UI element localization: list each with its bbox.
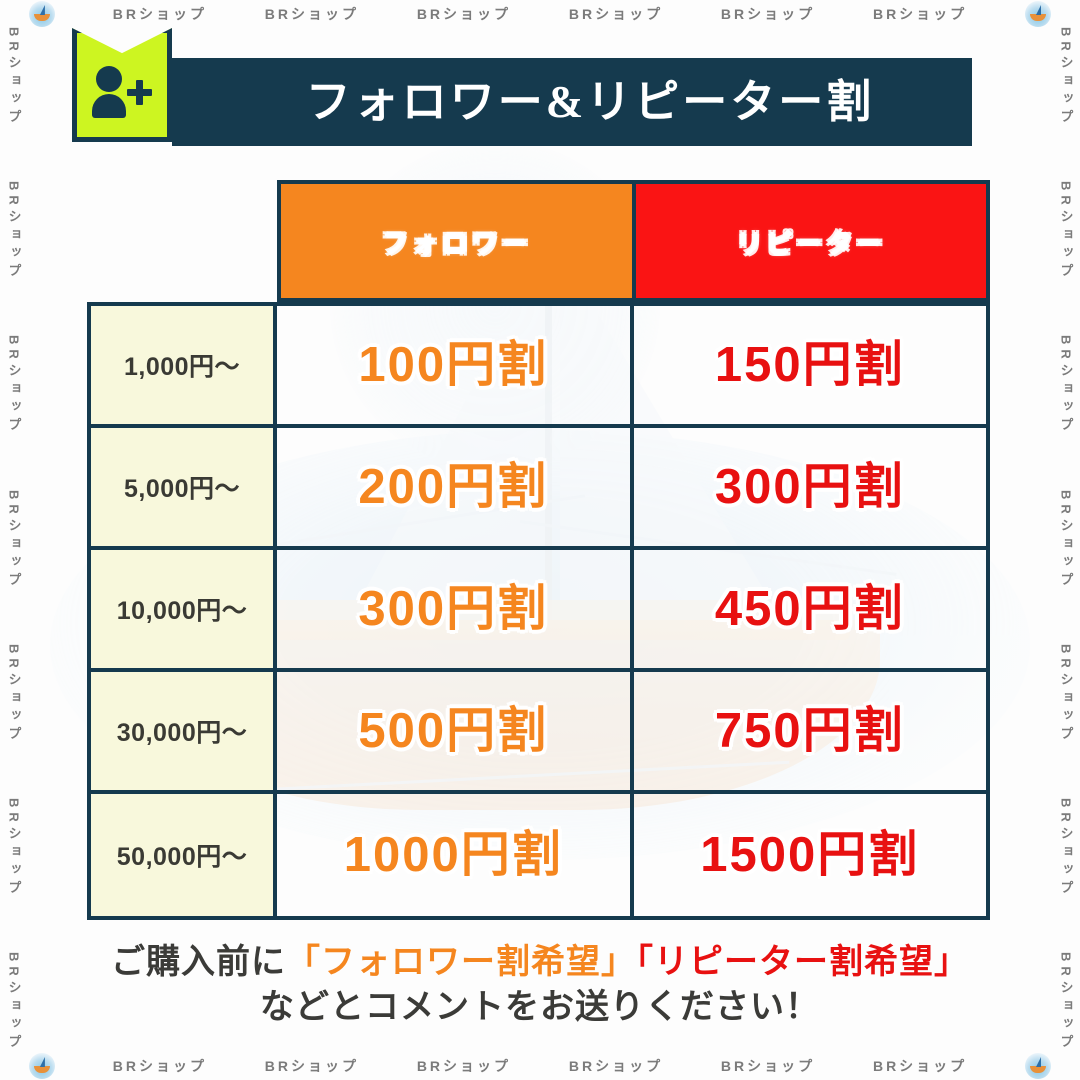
watermark-text: BRショップ: [568, 6, 664, 22]
cell-repeater-discount: 150円割: [714, 337, 905, 392]
row-tier-label: 10,000円〜: [91, 550, 277, 668]
watermark-text: BRショップ: [112, 6, 207, 22]
table-row: 30,000円〜 500円割 750円割: [91, 672, 986, 794]
footer-prefix: ご購入前に: [111, 943, 286, 981]
boat-logo-icon: [28, 1, 55, 27]
cell-repeater-discount: 1500円割: [700, 827, 920, 882]
footer-line-2: などとコメントをお送りください！: [260, 987, 820, 1026]
cell-repeater-discount: 450円割: [714, 581, 905, 636]
watermark-text: BRショップ: [264, 1058, 359, 1074]
footer-line-1: ご購入前に「フォロワー割希望」「リピーター割希望」: [0, 940, 1080, 985]
header: フォロワー&リピーター割: [72, 28, 990, 150]
title-banner: フォロワー&リピーター割: [172, 58, 972, 146]
watermark-text: BRショップ: [720, 6, 816, 22]
row-tier-label: 5,000円〜: [91, 428, 277, 546]
table-header-row: フォロワー リピーター: [277, 180, 990, 302]
footer-repeater-keyword: 「リピーター割希望」: [636, 943, 969, 981]
watermark-strip-top: BRショップ BRショップ BRショップ BRショップ BRショップ BRショッ…: [0, 0, 1080, 28]
watermark-text: BRショップ: [1058, 335, 1074, 437]
watermark-text: BRショップ: [568, 1058, 664, 1074]
watermark-text: BRショップ: [720, 1058, 816, 1074]
boat-logo-icon: [1025, 1, 1051, 27]
page-title: フォロワー&リピーター割: [305, 76, 875, 127]
footer-follower-keyword: 「フォロワー割希望」: [286, 943, 636, 981]
column-header-follower: フォロワー: [277, 180, 634, 302]
column-header-repeater: リピーター: [633, 180, 990, 302]
watermark-strip-left: BRショップ BRショップ BRショップ BRショップ BRショップ BRショッ…: [0, 0, 28, 1080]
watermark-text: BRショップ: [872, 6, 968, 22]
table-row: 5,000円〜 200円割 300円割: [91, 428, 986, 550]
row-tier-label: 50,000円〜: [91, 794, 277, 916]
cell-repeater-discount: 750円割: [714, 703, 905, 758]
watermark-text: BRショップ: [1058, 798, 1074, 899]
watermark-text: BRショップ: [1058, 952, 1074, 1054]
cell-follower-discount: 100円割: [277, 306, 634, 424]
boat-logo-icon: [1025, 1053, 1051, 1079]
watermark-text: BRショップ: [112, 1058, 207, 1074]
watermark-text: BRショップ: [1058, 489, 1074, 591]
table-row: 50,000円〜 1000円割 1500円割: [91, 794, 986, 916]
watermark-text: BRショップ: [416, 1058, 512, 1074]
boat-logo-icon: [28, 1053, 55, 1079]
table-row: 1,000円〜 100円割 150円割: [91, 306, 986, 428]
watermark-text: BRショップ: [6, 181, 22, 282]
watermark-strip-bottom: BRショップ BRショップ BRショップ BRショップ BRショップ BRショッ…: [0, 1052, 1080, 1080]
table-body: 1,000円〜 100円割 150円割 5,000円〜 200円割 300円割 …: [87, 302, 990, 920]
cell-follower-discount: 300円割: [277, 550, 634, 668]
discount-table: フォロワー リピーター 1,000円〜 100円割 150円割 5,000円〜 …: [87, 180, 990, 920]
footer-note: ご購入前に「フォロワー割希望」「リピーター割希望」 などとコメントをお送りくださ…: [0, 940, 1080, 1030]
watermark-text: BRショップ: [6, 952, 22, 1054]
watermark-text: BRショップ: [416, 6, 512, 22]
watermark-text: BRショップ: [6, 26, 22, 128]
cell-follower-discount: 500円割: [277, 672, 634, 790]
cell-repeater-discount: 300円割: [714, 459, 905, 514]
watermark-strip-right: BRショップ BRショップ BRショップ BRショップ BRショップ BRショッ…: [1052, 0, 1080, 1080]
cell-follower-discount: 1000円割: [277, 794, 634, 916]
watermark-text: BRショップ: [1058, 26, 1074, 128]
watermark-text: BRショップ: [264, 6, 359, 22]
table-row: 10,000円〜 300円割 450円割: [91, 550, 986, 672]
watermark-text: BRショップ: [6, 643, 22, 745]
watermark-text: BRショップ: [1058, 643, 1074, 745]
badge: [72, 28, 172, 142]
cell-follower-discount: 200円割: [277, 428, 634, 546]
watermark-text: BRショップ: [6, 489, 22, 591]
watermark-text: BRショップ: [1058, 181, 1074, 282]
watermark-text: BRショップ: [6, 798, 22, 899]
watermark-text: BRショップ: [6, 335, 22, 437]
person-add-icon: [92, 66, 152, 118]
watermark-text: BRショップ: [872, 1058, 968, 1074]
row-tier-label: 30,000円〜: [91, 672, 277, 790]
row-tier-label: 1,000円〜: [91, 306, 277, 424]
